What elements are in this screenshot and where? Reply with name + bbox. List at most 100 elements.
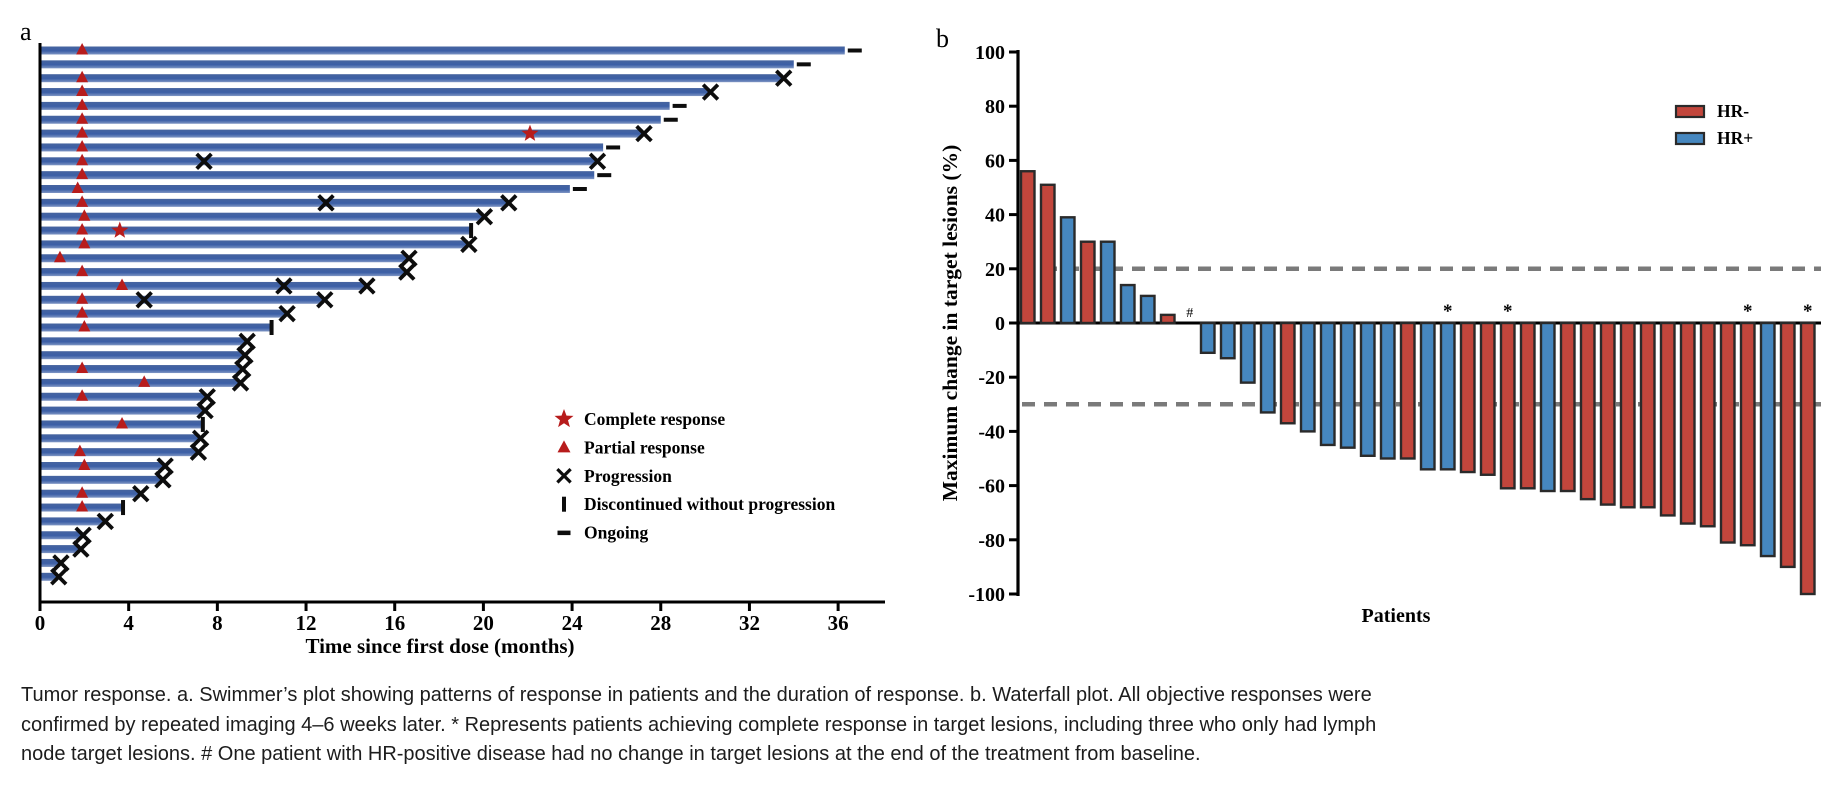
progression-x-icon [775, 69, 793, 87]
legend-label: Ongoing [584, 523, 648, 543]
x-axis-tick-label: 16 [384, 611, 405, 635]
waterfall-patient [1199, 321, 1216, 355]
waterfall-patient: * [1739, 301, 1756, 547]
swimmer-bar [41, 115, 661, 124]
waterfall-patient [1399, 321, 1416, 460]
progression-x-icon [475, 208, 494, 226]
complete-response-asterisk: * [1743, 301, 1753, 322]
swimmer-bar [41, 212, 484, 221]
x-axis-tick-label: 4 [123, 611, 134, 635]
panel-a-label: a [20, 17, 32, 46]
legend-item: HR+ [1674, 128, 1753, 148]
waterfall-patient [1459, 321, 1476, 474]
progression-x-icon [189, 443, 208, 461]
swimmer-patient-row [41, 485, 150, 503]
partial-response-triangle-icon [76, 84, 89, 97]
waterfall-patient [1039, 183, 1056, 325]
swimmer-bar [41, 60, 794, 69]
partial-response-triangle-icon [76, 486, 89, 498]
waterfall-y-axis-title: Maximum change in target lesions (%) [938, 145, 962, 502]
waterfall-patient: * [1499, 301, 1516, 490]
waterfall-patient [1419, 321, 1436, 471]
progression-x-icon [198, 388, 216, 406]
waterfall-patient [1659, 321, 1676, 517]
waterfall-bar [1659, 321, 1676, 517]
partial-response-triangle-icon [71, 181, 84, 193]
swimmer-patient-row [41, 512, 114, 531]
waterfall-bar [1479, 321, 1496, 476]
y-axis-tick-label: 40 [985, 205, 1005, 227]
partial-response-triangle-icon [78, 320, 91, 332]
legend-label: HR- [1717, 101, 1749, 121]
waterfall-patient [1079, 240, 1096, 325]
swimmer-bar [41, 46, 845, 55]
waterfall-patient [1159, 313, 1176, 325]
swimmer-bar [41, 198, 508, 207]
swimmer-bar [41, 226, 471, 235]
waterfall-bar [1239, 321, 1256, 384]
legend-swatch [1674, 131, 1706, 146]
waterfall-bar [1699, 321, 1716, 528]
swimmer-patient-row [41, 194, 518, 212]
progression-x-icon [191, 429, 210, 447]
swimmer-patient-row [41, 457, 174, 475]
swimmer-patient-row [41, 471, 172, 489]
waterfall-patient [1679, 321, 1696, 525]
legend-item: Ongoing [557, 523, 648, 543]
legend-label: Discontinued without progression [584, 494, 835, 514]
waterfall-bar [1499, 321, 1516, 490]
waterfall-bar [1459, 321, 1476, 474]
progression-x-icon [196, 401, 214, 420]
waterfall-patient [1639, 321, 1656, 509]
partial-response-triangle-icon [76, 264, 89, 277]
waterfall-patient: # [1186, 306, 1193, 321]
progression-x-icon [316, 291, 334, 309]
waterfall-legend: HR- HR+ [1674, 101, 1753, 148]
progression-x-icon [278, 304, 296, 323]
waterfall-patient [1059, 216, 1076, 325]
waterfall-plot: b 100 80 60 40 20 0 -20 -40 -60 -80 -100 Maximum cha… [936, 24, 1821, 627]
swimmer-patient-row [41, 320, 274, 335]
partial-response-triangle-icon [78, 236, 91, 249]
progression-x-icon [701, 83, 720, 101]
waterfall-bar [1059, 216, 1076, 325]
waterfall-patient [1699, 321, 1716, 528]
partial-response-triangle-icon [76, 500, 89, 512]
swimmer-legend: Complete response Partial response Progres… [554, 409, 835, 543]
swimmer-bar [41, 558, 60, 567]
waterfall-bar [1079, 240, 1096, 325]
swimmer-patient-row [41, 429, 210, 447]
swimmer-bar [41, 337, 247, 346]
legend-label: Progression [584, 466, 672, 486]
swimmer-bar [41, 365, 242, 374]
figure-caption: Tumor response. a. Swimmer’s plot showin… [21, 681, 1827, 770]
waterfall-bar [1159, 313, 1176, 325]
swimmer-bar [41, 157, 597, 166]
partial-response-triangle-icon [76, 389, 89, 401]
waterfall-patient [1339, 321, 1356, 449]
waterfall-bar [1639, 321, 1656, 509]
waterfall-patient: * [1799, 301, 1816, 596]
x-axis-tick-label: 28 [650, 611, 671, 635]
swimmer-patient-row [41, 540, 90, 558]
waterfall-bar [1119, 283, 1136, 325]
swimmer-patient-row [41, 346, 254, 364]
y-axis-tick-label: 60 [985, 150, 1005, 172]
waterfall-patient [1379, 321, 1396, 460]
waterfall-patient [1759, 321, 1776, 558]
waterfall-bar [1139, 294, 1156, 325]
progression-x-icon [398, 263, 416, 281]
legend-item: HR- [1674, 101, 1749, 121]
complete-response-star-icon [554, 409, 574, 428]
progression-x-icon [74, 526, 92, 544]
partial-response-triangle-icon [138, 375, 151, 387]
y-axis-tick-label: -20 [978, 367, 1005, 389]
waterfall-patient [1559, 321, 1576, 493]
swimmer-patient-row [41, 374, 250, 392]
progression-x-icon [96, 512, 114, 531]
waterfall-patient [1619, 321, 1636, 509]
swimmer-bar [41, 323, 271, 332]
swimmer-bar [41, 240, 468, 249]
swimmer-patient-row [41, 43, 862, 55]
